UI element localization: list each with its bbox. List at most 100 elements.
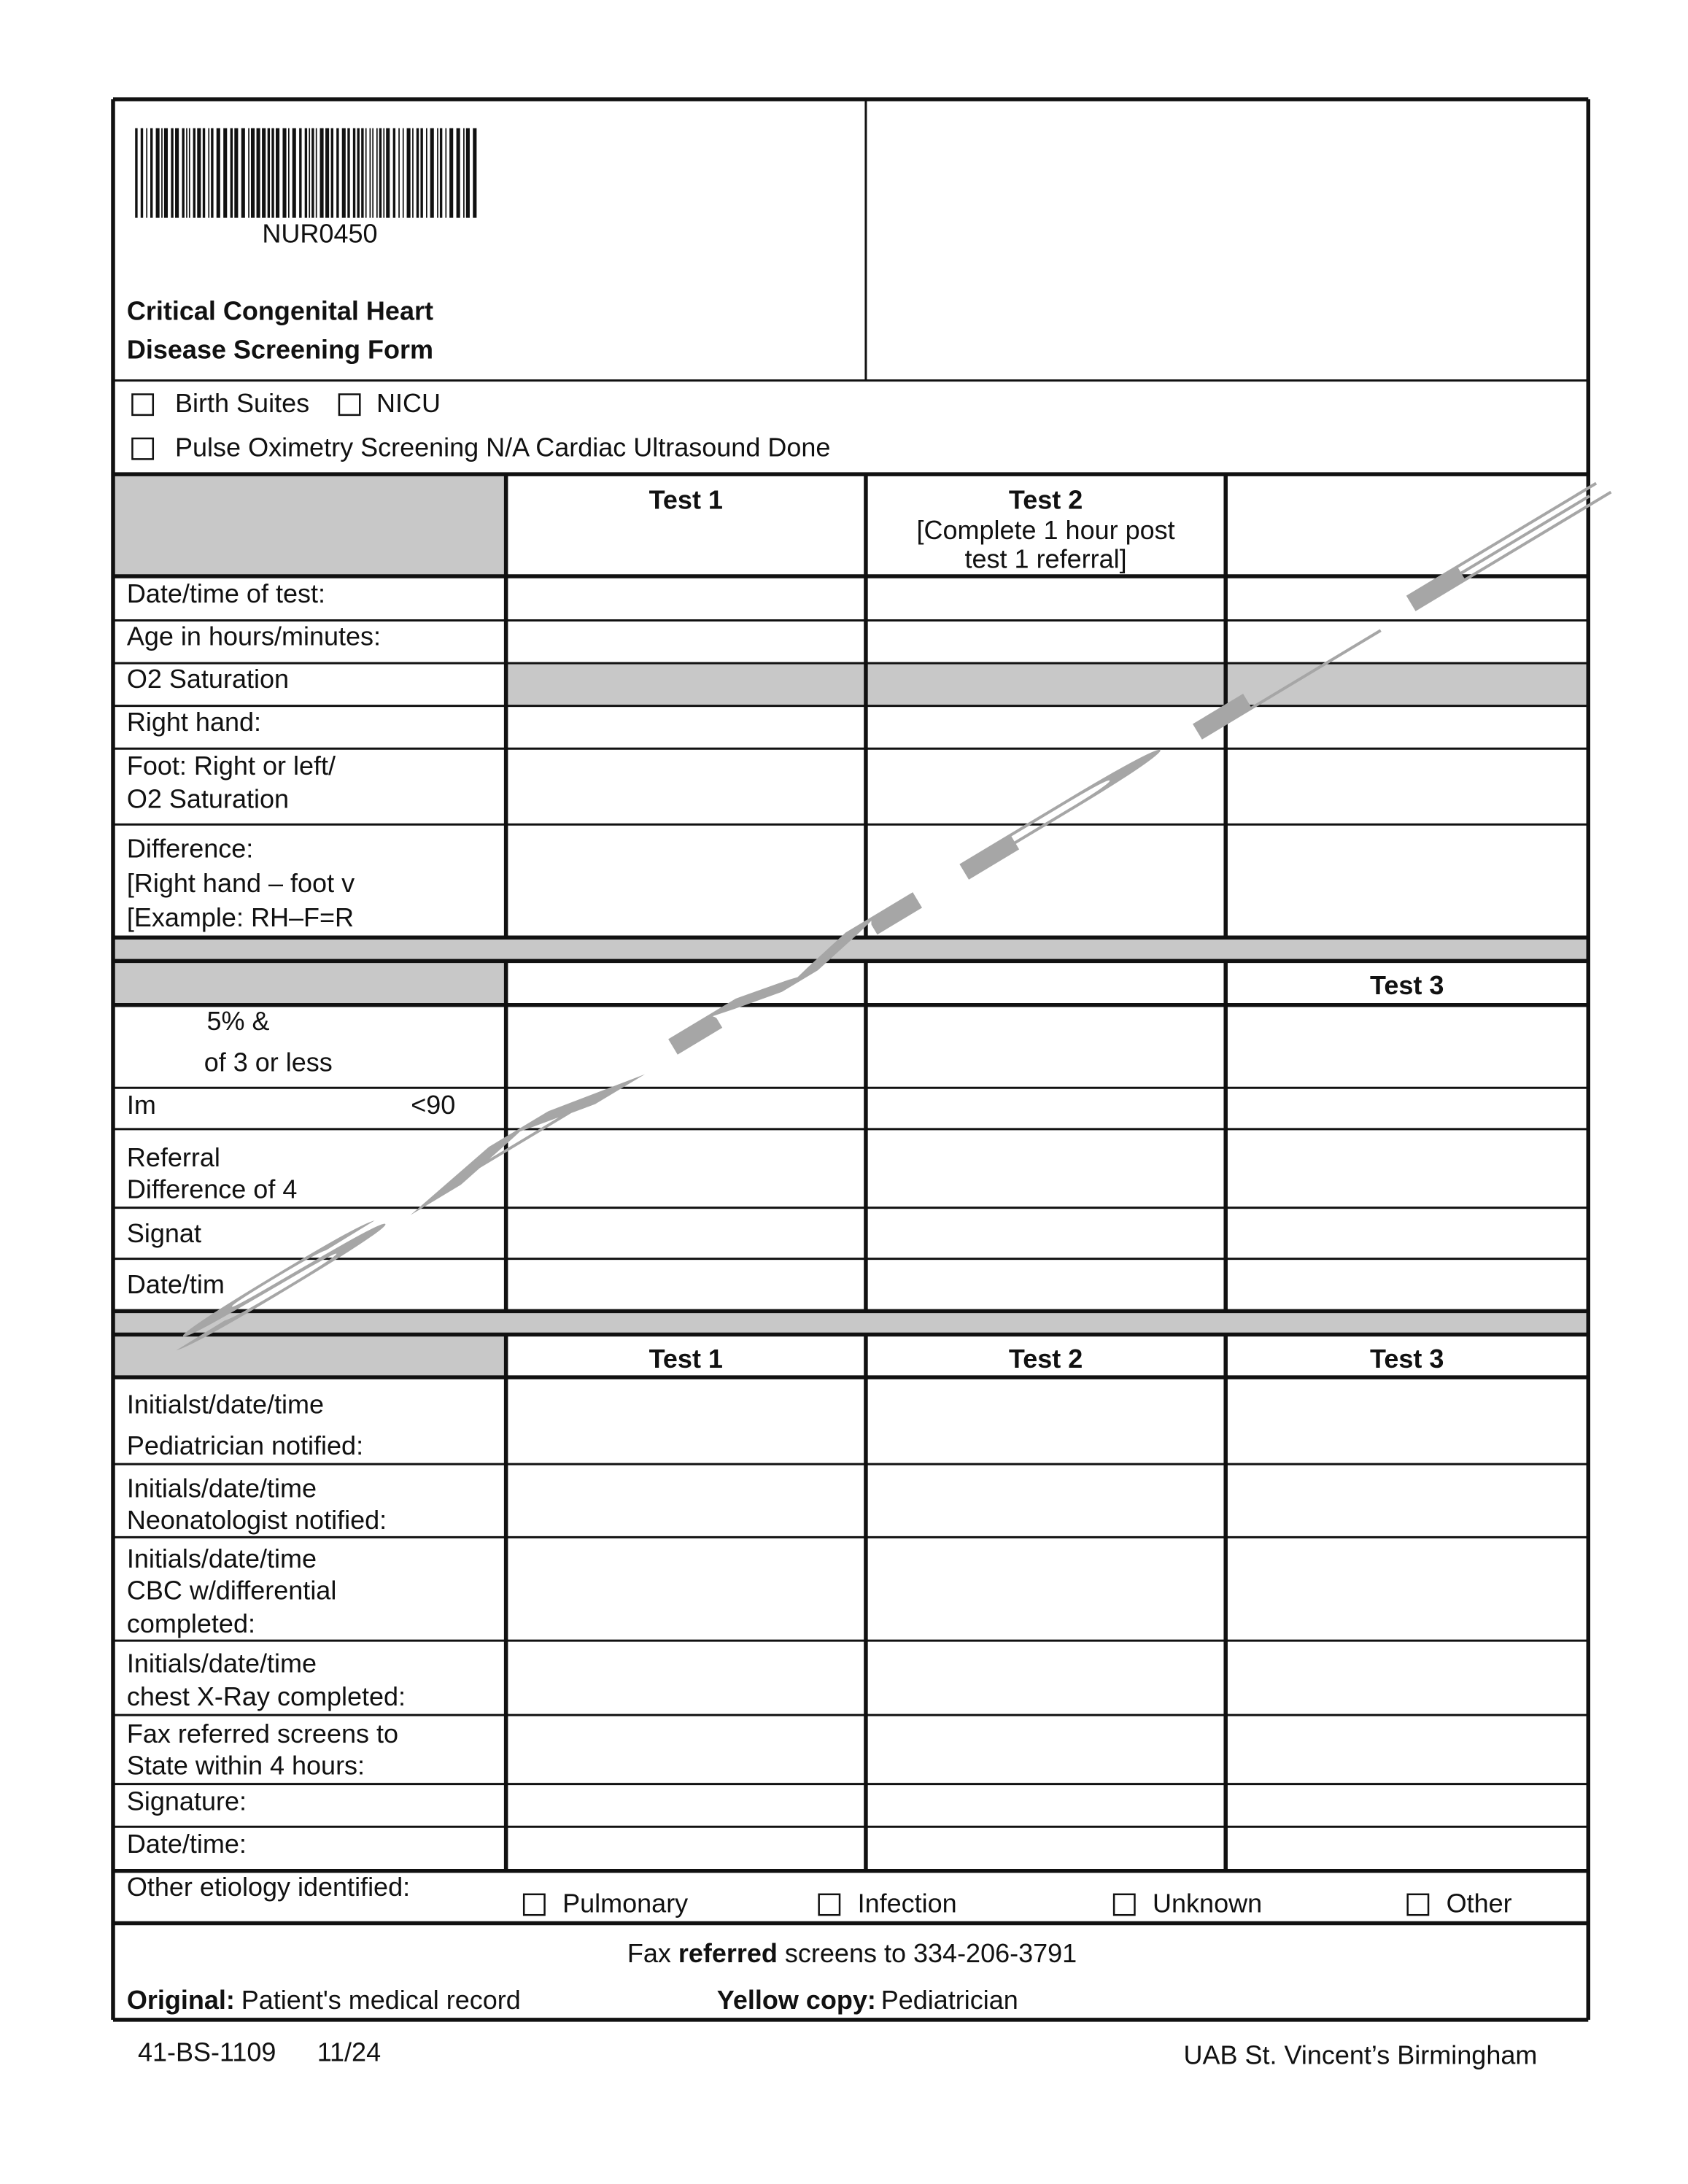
barcode-bar [135,128,138,218]
barcode-bar [439,128,443,218]
label: Pediatrician [881,1985,1018,2015]
row-label: Age in hours/minutes: [127,621,381,651]
label: test 1 referral] [965,544,1127,574]
barcode-bar [398,128,400,218]
checkbox [1406,1893,1430,1916]
row-label: Neonatologist notified: [127,1505,387,1535]
barcode-bar [248,128,249,218]
option-label: Infection [858,1888,957,1918]
barcode-bar [208,128,210,218]
column-header: Test 1 [649,1344,723,1374]
barcode-bar [193,128,196,218]
barcode-bar [372,128,374,218]
barcode-bar [211,128,214,218]
row-label: Difference of 4 [127,1174,297,1204]
cell-fill [112,1334,506,1378]
barcode-bar [416,128,419,218]
barcode-bar [288,128,290,218]
barcode-bar [282,128,287,218]
barcode-number: NUR0450 [262,219,377,249]
barcode-bar [234,128,239,218]
barcode-bar [197,128,201,218]
label: Yellow copy: [717,1985,876,2015]
fax-part: referred [678,1938,778,1968]
barcode-bar [406,128,411,218]
watermark: SAMPLE [156,465,1628,1366]
fax-part: screens to 334-206-3791 [778,1938,1077,1968]
row-label: O2 Saturation [127,784,289,814]
column-header: Test 2 [1009,484,1083,514]
fax-line: Fax referred screens to 334-206-3791 [627,1938,1077,1968]
barcode-bar [365,128,367,218]
barcode-bar [276,128,280,218]
barcode-bar [369,128,371,218]
barcode-bar [357,128,360,218]
barcode-bar [175,128,179,218]
row-label: Fax referred screens to [127,1719,398,1749]
fax-part: Fax [627,1938,678,1968]
barcode-bar [161,128,163,218]
barcode-bar [304,128,308,218]
checkbox [338,393,361,417]
barcode-bar [267,128,271,218]
checkbox [1112,1893,1136,1916]
row-label: Right hand: [127,707,261,737]
row-label: Signat [127,1218,201,1248]
form-title: Disease Screening Form [127,334,433,364]
column-header: Test 1 [649,484,723,514]
row-label: Date/time: [127,1829,247,1859]
barcode-bar [330,128,334,218]
barcode-bar [150,128,153,218]
row-label: Difference: [127,834,253,864]
row-label: <90 [411,1090,455,1120]
barcode-bar [430,128,434,218]
barcode-bar [223,128,228,218]
barcode-bar [202,128,206,218]
barcode-bar [216,128,220,218]
cell-fill [112,474,506,577]
barcode-bar [155,128,160,218]
cell-fill [112,937,1589,961]
checkbox [131,393,155,417]
barcode-bar [325,128,330,218]
row-label: of 3 or less [204,1048,333,1077]
barcode-bar [188,128,190,218]
barcode-bar [336,128,339,218]
cell-fill [112,1311,1589,1335]
barcode-bar [320,128,324,218]
row-label: chest X-Ray completed: [127,1681,406,1711]
label: NICU [376,388,441,418]
checkbox [131,437,155,460]
row-label: Pediatrician notified: [127,1430,363,1460]
checkbox [818,1893,841,1916]
barcode-bar [292,128,296,218]
barcode-bar [376,128,378,218]
barcode-bar [420,128,423,218]
barcode-bar [311,128,314,218]
barcode-bar [140,128,144,218]
barcode-bar [386,128,390,218]
label: 11/24 [317,2037,381,2067]
barcode-bar [402,128,404,218]
row-label: Date/tim [127,1269,225,1299]
barcode-bar [271,128,274,218]
barcode-bar [186,128,187,218]
barcode-bar [315,128,317,218]
barcode-bar [230,128,233,218]
option-label: Other [1447,1888,1512,1918]
barcode-bar [361,128,364,218]
checkbox [522,1893,546,1916]
row-label: Referral [127,1142,220,1172]
barcode-bar [392,128,396,218]
barcode-bar [437,128,438,218]
row-label: Im [127,1090,156,1120]
row-label: Initials/date/time [127,1474,317,1503]
label: UAB St. Vincent’s Birmingham [1183,2040,1537,2069]
barcode-bar [426,128,427,218]
barcode-bar [449,128,454,218]
barcode-bar [465,128,470,218]
barcode-bar [383,128,385,218]
barcode-bar [171,128,174,218]
